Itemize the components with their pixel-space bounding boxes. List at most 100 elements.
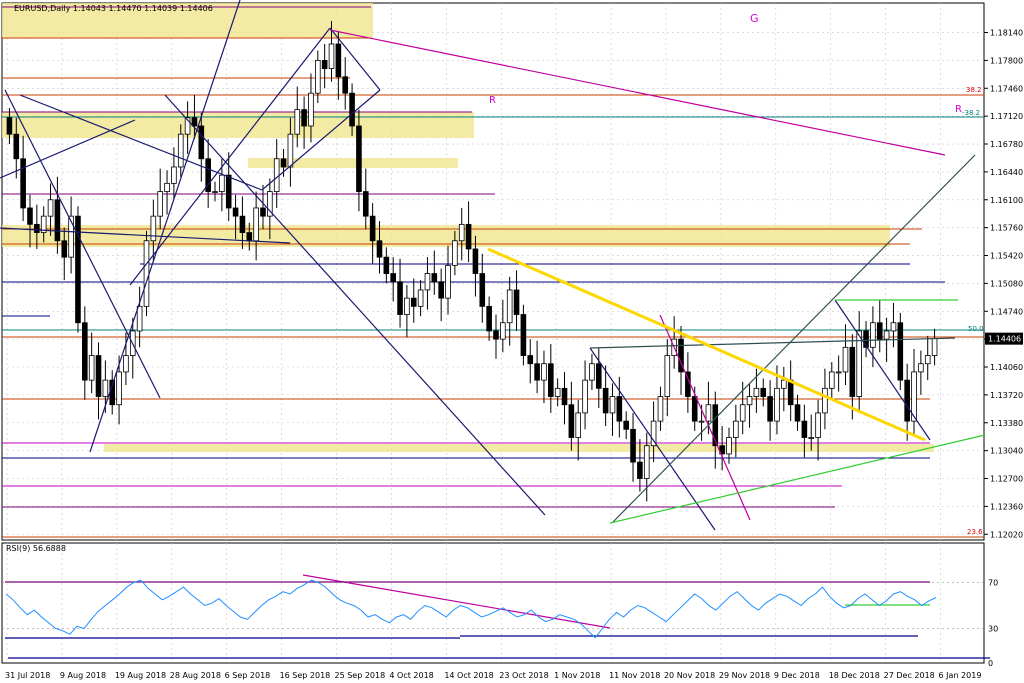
candle-body xyxy=(315,59,321,94)
candle-body xyxy=(34,223,40,233)
candle-body xyxy=(356,125,362,192)
candle-body xyxy=(828,371,835,389)
x-tick-label: 31 Jul 2018 xyxy=(5,671,50,680)
candle-body xyxy=(589,363,595,381)
y-tick-label: 1.16440 xyxy=(990,168,1023,177)
y-tick-label: 1.13720 xyxy=(990,391,1023,400)
fib-382-top-label: 38.2 xyxy=(966,86,982,94)
candle-body xyxy=(637,461,643,479)
candle-body xyxy=(575,412,582,438)
candle-body xyxy=(822,387,828,414)
candle-body xyxy=(410,297,417,307)
y-tick-label: 1.13380 xyxy=(990,419,1023,428)
y-tick-label: 1.17800 xyxy=(990,56,1023,65)
y-tick-label: 1.16780 xyxy=(990,140,1023,149)
rsi-label: RSI(9) 56.6888 xyxy=(6,544,66,553)
current-price-label: 1.14406 xyxy=(988,335,1021,344)
candle-body xyxy=(150,215,157,242)
candle-body xyxy=(856,330,862,397)
candle-body xyxy=(506,289,513,324)
trendline xyxy=(4,89,161,399)
candle-body xyxy=(88,355,95,381)
candle-body xyxy=(287,133,294,168)
candle-body xyxy=(870,322,876,348)
x-tick-label: 25 Sep 2018 xyxy=(334,671,385,680)
candle-body xyxy=(246,232,253,242)
candle-body xyxy=(918,363,924,373)
fib-50-label: 50.0 xyxy=(968,325,984,333)
candle-body xyxy=(20,158,26,209)
candle-body xyxy=(342,76,349,94)
candle-body xyxy=(82,322,88,381)
candle-body xyxy=(362,191,369,217)
candle-body xyxy=(548,363,554,397)
trendline xyxy=(589,337,956,349)
candle-body xyxy=(472,248,479,274)
y-tick-label: 1.17460 xyxy=(990,84,1023,93)
candle-body xyxy=(465,223,472,250)
x-tick-label: 1 Nov 2018 xyxy=(554,671,600,680)
candle-body xyxy=(219,174,225,192)
candle-body xyxy=(561,387,568,406)
x-tick-label: 14 Oct 2018 xyxy=(444,671,493,680)
x-tick-label: 6 Jan 2019 xyxy=(939,671,982,680)
candle-body xyxy=(369,215,376,242)
candle-body xyxy=(6,117,13,135)
candle-body xyxy=(431,273,438,283)
y-tick-label: 1.15420 xyxy=(990,252,1023,261)
candle-body xyxy=(171,166,177,184)
candle-body xyxy=(349,92,355,127)
candle-body xyxy=(582,379,588,414)
candle-body xyxy=(212,191,218,193)
candle-body xyxy=(198,125,205,160)
candle-body xyxy=(260,207,266,217)
x-tick-label: 9 Aug 2018 xyxy=(60,671,106,680)
candle-body xyxy=(781,379,787,389)
candle-body xyxy=(102,379,109,397)
candle-body xyxy=(924,355,931,365)
annotation-r-right: R xyxy=(955,104,962,115)
candlestick-series xyxy=(6,21,938,502)
candle-body xyxy=(95,355,102,397)
x-tick-label: 18 Dec 2018 xyxy=(829,671,880,680)
y-tick-label: 1.12020 xyxy=(990,530,1023,539)
supply-demand-zones xyxy=(2,3,934,452)
candle-body xyxy=(13,133,20,160)
annotation-r-left: R xyxy=(489,95,496,106)
candle-body xyxy=(376,240,383,258)
candle-body xyxy=(876,322,883,340)
trendline xyxy=(834,299,931,441)
candle-body xyxy=(328,43,335,69)
candle-body xyxy=(397,281,403,315)
candle-body xyxy=(164,182,170,192)
x-tick-label: 29 Nov 2018 xyxy=(719,671,770,680)
y-tick-label: 1.13040 xyxy=(990,447,1023,456)
x-tick-label: 23 Oct 2018 xyxy=(499,671,548,680)
candle-body xyxy=(273,158,280,192)
candle-body xyxy=(733,420,739,438)
x-tick-label: 20 Nov 2018 xyxy=(664,671,715,680)
candle-body xyxy=(650,420,657,447)
trendline xyxy=(589,347,716,531)
y-tick-label: 1.17120 xyxy=(990,112,1023,121)
candle-body xyxy=(527,355,534,365)
y-tick-label: 1.14740 xyxy=(990,307,1023,316)
rsi-tick-label: 70 xyxy=(988,579,998,588)
candle-body xyxy=(493,330,499,340)
symbol-header: EURUSD,Daily 1.14043 1.14470 1.14039 1.1… xyxy=(14,4,213,13)
candle-body xyxy=(68,215,74,258)
candle-body xyxy=(774,387,780,422)
candle-body xyxy=(191,117,198,127)
y-tick-label: 1.14060 xyxy=(990,363,1023,372)
candle-body xyxy=(27,207,33,225)
candle-body xyxy=(123,355,129,373)
candle-body xyxy=(643,445,650,479)
candle-body xyxy=(479,273,486,307)
candle-body xyxy=(849,346,856,397)
candle-body xyxy=(335,43,342,78)
candle-body xyxy=(294,109,301,135)
y-tick-label: 1.18140 xyxy=(990,29,1023,38)
candle-body xyxy=(404,297,410,315)
y-tick-label: 1.16100 xyxy=(990,196,1023,205)
